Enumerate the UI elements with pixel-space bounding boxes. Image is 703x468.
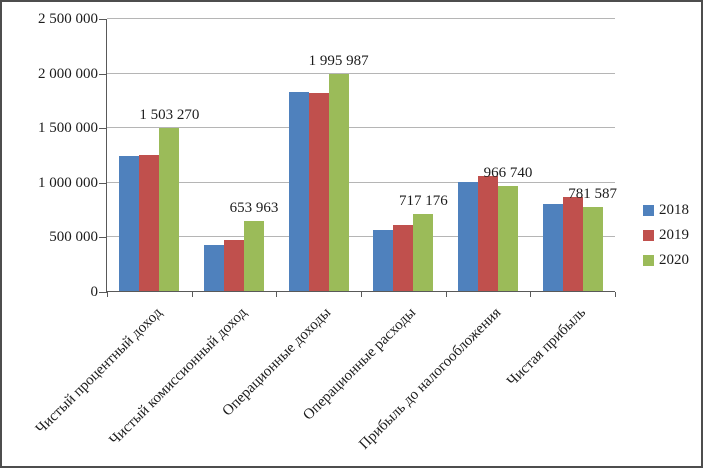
- y-tick-label: 500 000: [49, 229, 98, 246]
- bar-2018: [203, 245, 224, 292]
- data-label: 717 176: [398, 192, 448, 209]
- data-label: 966 740: [483, 165, 533, 182]
- y-tick-mark: [99, 128, 107, 130]
- y-tick-mark: [99, 182, 107, 184]
- x-tick-mark: [530, 292, 532, 297]
- legend-item: 2019: [643, 227, 689, 243]
- bar-2018: [288, 91, 309, 292]
- x-tick-mark: [276, 292, 278, 297]
- gridline: [107, 18, 615, 19]
- bar-2019: [477, 176, 498, 292]
- y-axis-line: [106, 19, 107, 292]
- bar-2018: [119, 156, 140, 292]
- bar-2020: [328, 74, 349, 292]
- legend-item: 2020: [643, 252, 689, 268]
- gridline: [107, 181, 615, 183]
- bar-2019: [393, 224, 414, 292]
- bar-2019: [562, 197, 583, 292]
- data-label: 653 963: [229, 199, 279, 216]
- legend-swatch: [643, 204, 654, 216]
- bar-2020: [413, 213, 434, 292]
- x-tick-mark: [445, 292, 447, 297]
- plot-area: 1 503 270 653 963 1 995 987 717 176 966 740 7…: [99, 18, 618, 297]
- gridline: [107, 236, 615, 238]
- bar-2020: [497, 186, 518, 292]
- y-tick-label: 0: [90, 284, 99, 300]
- legend-label: 2020: [659, 252, 689, 268]
- y-axis-labels: 2 500 000 2 000 000 1 500 000 1 000 000 500 …: [2, 2, 99, 466]
- y-tick-mark: [99, 73, 107, 75]
- bar-2018: [373, 229, 394, 292]
- y-tick-mark: [99, 292, 107, 293]
- y-tick-label: 2 500 000: [38, 11, 98, 27]
- legend-swatch: [643, 254, 654, 266]
- bar-2019: [139, 154, 160, 292]
- x-tick-mark: [615, 292, 616, 297]
- bar-2019: [223, 240, 244, 292]
- y-tick-label: 1 500 000: [38, 120, 98, 137]
- legend: 2018 2019 2020: [643, 202, 689, 268]
- category-label: Прибыль до налогообложения: [356, 304, 505, 453]
- y-tick-mark: [99, 237, 107, 239]
- y-tick-label: 2 000 000: [38, 65, 98, 82]
- x-tick-mark: [361, 292, 362, 297]
- bar-group: [446, 19, 531, 292]
- legend-label: 2018: [659, 202, 689, 218]
- bar-group: [107, 19, 192, 292]
- bar-2019: [308, 93, 329, 292]
- x-axis-line: [106, 291, 615, 292]
- bar-group: [530, 19, 615, 292]
- bar-2018: [457, 182, 478, 292]
- bar-2020: [243, 220, 264, 292]
- category-label: Чистая прибыль: [503, 304, 589, 390]
- bar-2020: [582, 206, 603, 292]
- category-label: Чистый комиссионный доход: [106, 304, 251, 449]
- data-label: 781 587: [568, 185, 618, 202]
- y-tick-label: 1 000 000: [38, 174, 98, 191]
- bar-group: [276, 19, 361, 292]
- bar-2018: [542, 203, 563, 292]
- data-label: 1 995 987: [308, 53, 369, 70]
- legend-label: 2019: [659, 227, 689, 243]
- gridline: [107, 127, 615, 129]
- x-tick-mark: [107, 292, 108, 297]
- gridline: [107, 72, 615, 74]
- bar-group: [192, 19, 277, 292]
- legend-item: 2018: [643, 202, 689, 218]
- bar-2020: [159, 127, 180, 292]
- x-tick-mark: [191, 292, 193, 297]
- legend-swatch: [643, 229, 654, 241]
- y-tick-mark: [99, 19, 107, 20]
- bar-group: [361, 19, 446, 292]
- data-label: 1 503 270: [139, 106, 200, 123]
